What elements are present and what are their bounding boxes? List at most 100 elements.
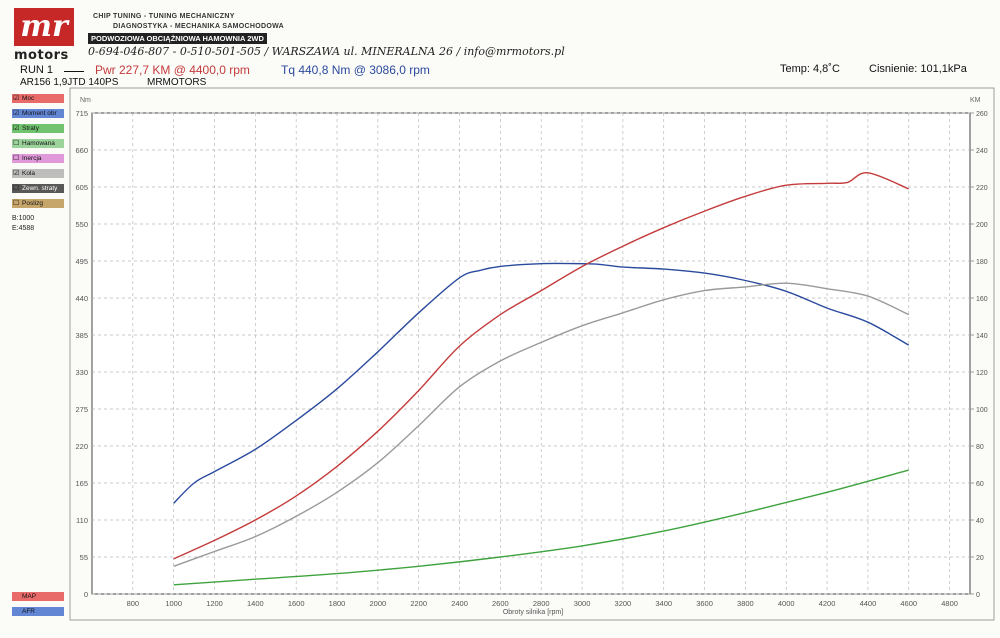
legend-label: Inercja	[22, 155, 42, 162]
legend-label: Moc	[22, 95, 35, 102]
legend-item[interactable]: ☐ Zewn. straty	[12, 184, 64, 194]
run-label: RUN 1	[20, 64, 54, 76]
legend-item[interactable]: ☑ Straty	[12, 124, 64, 134]
header-line-2: DIAGNOSTYKA - MECHANIKA SAMOCHODOWA	[113, 23, 284, 30]
range-begin: B:1000	[12, 215, 35, 222]
legend-swatch	[12, 94, 64, 103]
y-tick-label-left: 0	[84, 590, 88, 599]
legend-swatch	[12, 124, 64, 133]
legend-label: Poslizg	[22, 200, 43, 207]
legend-checkbox[interactable]: ☑	[13, 95, 20, 102]
pressure: Cisnienie: 101,1kPa	[869, 63, 967, 75]
y-tick-label-left: 165	[75, 479, 88, 488]
range-end: E:4588	[12, 225, 35, 232]
legend-label: Hamowana	[22, 140, 55, 147]
x-tick-label: 4800	[941, 599, 958, 608]
legend-item-bottom[interactable]: AFR	[12, 607, 64, 617]
x-tick-label: 3800	[737, 599, 754, 608]
legend-label: Moment obr	[22, 110, 57, 117]
y-tick-label-right: 200	[976, 222, 988, 229]
y-tick-label-right: 40	[976, 518, 984, 525]
y-tick-label-left: 275	[75, 405, 88, 414]
x-tick-label: 3600	[696, 599, 713, 608]
y-tick-label-right: 80	[976, 444, 984, 451]
legend-item[interactable]: ☑ Moment obr	[12, 109, 64, 119]
y-tick-label-left: 330	[75, 368, 88, 377]
x-tick-label: 3200	[615, 599, 632, 608]
legend-checkbox[interactable]: ☐	[13, 155, 20, 162]
y-tick-label-left: 550	[75, 220, 88, 229]
legend-item[interactable]: ☐ Inercja	[12, 154, 64, 164]
y-tick-label-right: 120	[976, 370, 988, 377]
x-axis-label: Obroty silnika [rpm]	[503, 609, 563, 616]
x-tick-label: 1400	[247, 599, 264, 608]
legend-label: Zewn. straty	[22, 185, 58, 192]
legend-swatch	[12, 169, 64, 178]
x-tick-label: 4200	[819, 599, 836, 608]
torque-peak: Tq 440,8 Nm @ 3086,0 rpm	[281, 63, 430, 77]
legend-checkbox[interactable]: ☐	[13, 140, 20, 147]
y-tick-label-left: 110	[76, 516, 88, 525]
y-tick-label-right: 100	[976, 407, 988, 414]
y-tick-label-left: 660	[75, 146, 88, 155]
y-tick-label-right: 160	[976, 296, 988, 303]
owner-name: MRMOTORS	[147, 77, 207, 88]
x-tick-label: 4400	[860, 599, 877, 608]
x-tick-label: 1000	[165, 599, 182, 608]
x-tick-label: 800	[127, 599, 140, 608]
legend-label: AFR	[22, 608, 35, 615]
series-line-kola	[173, 282, 909, 567]
plot-area	[91, 112, 971, 595]
series-line-straty	[173, 469, 909, 586]
y-tick-label-left: 55	[80, 553, 88, 562]
header-line-1: CHIP TUNING - TUNING MECHANICZNY	[93, 13, 235, 20]
legend-item-bottom[interactable]: MAP	[12, 592, 64, 602]
x-tick-label: 2800	[533, 599, 550, 608]
legend-label: MAP	[22, 593, 37, 600]
x-tick-label: 2200	[410, 599, 427, 608]
x-tick-label: 2400	[451, 599, 468, 608]
y-tick-label-right: 220	[976, 185, 988, 192]
y-tick-label-right: 0	[976, 592, 980, 599]
x-tick-label: 1200	[206, 599, 223, 608]
y-tick-label-left: 440	[75, 294, 88, 303]
chart-border	[69, 87, 995, 621]
y-tick-label-right: 60	[976, 481, 984, 488]
legend-item[interactable]: ☐ Hamowana	[12, 139, 64, 149]
legend-item[interactable]: ☑ Kola	[12, 169, 64, 179]
legend-swatch	[12, 592, 64, 601]
vehicle-name: AR156 1,9JTD 140PS	[20, 77, 119, 88]
y-tick-label-right: 180	[976, 259, 988, 266]
x-tick-label: 3400	[655, 599, 672, 608]
legend-swatch	[12, 154, 64, 163]
logo-motors: motors	[14, 48, 69, 63]
legend-label: Kola	[22, 170, 36, 177]
y-tick-label-right: 240	[976, 148, 988, 155]
legend-item[interactable]: ☐ Poslizg	[12, 199, 64, 209]
y-tick-label-left: 220	[75, 442, 88, 451]
grid-horizontal	[92, 112, 970, 595]
temperature: Temp: 4,8˚C	[780, 63, 840, 75]
power-peak: Pwr 227,7 KM @ 4400,0 rpm	[95, 63, 250, 77]
legend-swatch	[12, 184, 64, 193]
run-line-swatch	[64, 71, 84, 72]
series-line-moc	[173, 172, 909, 560]
legend-checkbox[interactable]: ☐	[13, 200, 20, 207]
y-tick-label-left: 605	[75, 183, 88, 192]
x-tick-label: 1800	[329, 599, 346, 608]
mrmotors-logo: mr motors	[14, 8, 74, 63]
x-tick-label: 2000	[370, 599, 387, 608]
legend-item[interactable]: ☑ Moc	[12, 94, 64, 104]
series-line-moment-obr	[173, 262, 910, 504]
y-tick-label-left: 385	[75, 331, 88, 340]
y-axis-left-label: Nm	[80, 97, 91, 104]
legend-checkbox[interactable]: ☐	[13, 185, 20, 192]
legend-checkbox[interactable]: ☑	[13, 125, 20, 132]
y-tick-label-right: 260	[976, 111, 988, 118]
legend-checkbox[interactable]: ☑	[13, 110, 20, 117]
legend-swatch	[12, 109, 64, 118]
legend-checkbox[interactable]: ☑	[13, 170, 20, 177]
y-tick-label-left: 715	[75, 109, 88, 118]
x-tick-label: 2600	[492, 599, 509, 608]
